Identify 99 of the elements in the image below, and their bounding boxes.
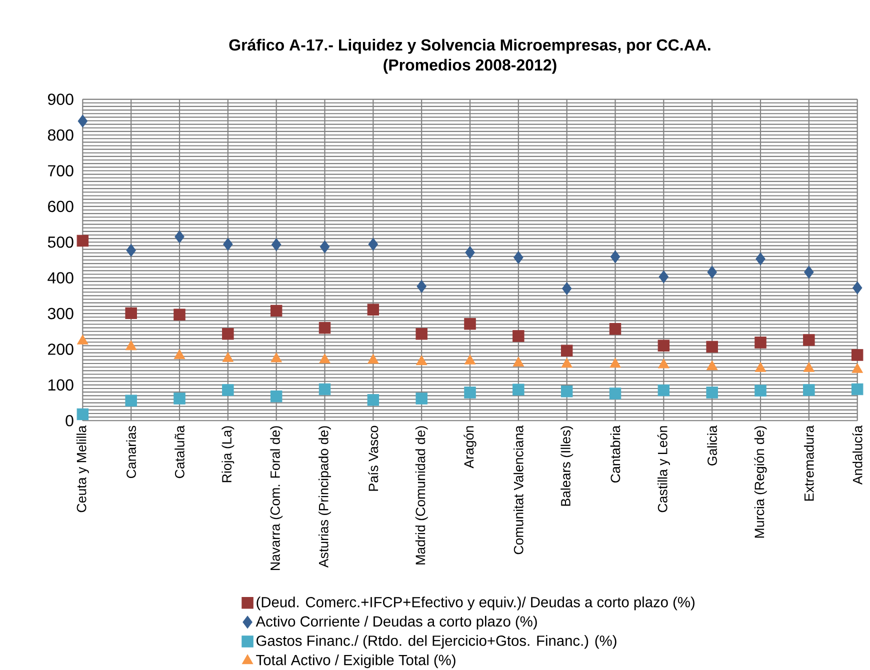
x-tick-label: Castilla y León: [657, 426, 670, 512]
point: [318, 322, 331, 334]
point: [222, 384, 234, 396]
point: [851, 383, 864, 396]
y-tick-label: 700: [48, 165, 74, 176]
x-tick-label: Murcia (Región de): [754, 426, 767, 538]
point: [562, 282, 572, 295]
point: [222, 352, 234, 362]
point: [319, 354, 330, 364]
point: [125, 307, 137, 320]
point: [512, 330, 524, 342]
point: [174, 349, 186, 360]
point: [803, 384, 815, 396]
y-tick-label: 300: [48, 308, 74, 320]
point: [126, 244, 136, 257]
point: [706, 386, 718, 398]
point: [416, 355, 428, 366]
x-tick-label: País Vasco: [368, 426, 378, 491]
point: [76, 234, 89, 247]
point: [125, 394, 137, 407]
point: [464, 386, 476, 398]
point: [658, 340, 670, 352]
point: [271, 238, 282, 252]
point: [416, 280, 426, 293]
point: [416, 392, 428, 404]
y-tick-label: 0: [66, 414, 74, 426]
point: [76, 408, 89, 420]
y-tick-label: 500: [48, 236, 74, 248]
y-tick-label: 200: [48, 344, 74, 355]
legend-label: Gastos Financ./ (Rtdo. del Ejercicio+Gtos. Financ.) (%): [256, 635, 616, 649]
x-tick-label: Aragón: [464, 426, 476, 468]
y-tick-label: 400: [48, 272, 74, 284]
x-tick-label: Comunitat Valenciana: [514, 425, 524, 554]
legend-label: Activo Corriente / Deudas a corto plazo (%): [256, 616, 537, 630]
point: [560, 344, 573, 357]
x-tick-label: Extremadura: [804, 425, 814, 501]
y-tick-label: 100: [48, 379, 74, 391]
point: [706, 340, 718, 353]
x-tick-label: Galicia: [707, 425, 717, 466]
point: [754, 336, 766, 348]
point: [78, 114, 88, 128]
point: [803, 334, 815, 346]
point: [270, 304, 282, 317]
point: [174, 308, 186, 320]
point: [754, 362, 766, 372]
point: [77, 334, 88, 344]
point: [754, 384, 766, 397]
point: [851, 349, 864, 361]
point: [367, 394, 380, 406]
point: [658, 384, 670, 396]
point: [560, 386, 573, 398]
point: [609, 388, 622, 400]
x-tick-label: Asturias (Principado de): [318, 426, 331, 568]
legend-label: (Deud. Comerc.+IFCP+Efectivo y equiv.)/ Deudas a corto plazo (%): [256, 596, 694, 610]
x-tick-label: Canarias: [126, 426, 136, 478]
point: [803, 362, 814, 372]
point: [610, 250, 620, 264]
point: [465, 246, 475, 259]
y-tick-label: 900: [48, 94, 74, 105]
point: [416, 328, 428, 340]
point: [658, 270, 669, 284]
point: [561, 358, 572, 368]
point: [464, 354, 476, 364]
point: [464, 318, 476, 330]
x-tick-label: Rioja (La): [222, 426, 234, 482]
point: [756, 252, 766, 266]
x-tick-label: Madrid (Comunidad de): [415, 426, 428, 564]
point: [223, 238, 233, 251]
x-tick-label: Navarra (Com. Foral de): [270, 426, 283, 570]
point: [270, 352, 282, 362]
point: [222, 328, 234, 340]
y-tick-label: 800: [48, 129, 74, 141]
point: [512, 356, 524, 367]
legend-label: Total Activo / Exigible Total (%): [256, 654, 456, 668]
point: [512, 384, 524, 396]
point: [367, 304, 380, 316]
point: [368, 354, 379, 364]
x-tick-label: Andalucía: [852, 425, 862, 485]
y-tick-label: 600: [48, 200, 74, 212]
x-tick-label: Ceuta y Melilla: [76, 425, 89, 512]
point: [318, 383, 331, 396]
point: [852, 281, 862, 294]
point: [610, 358, 621, 368]
chart-title: Gráfico A-17.- Liquidez y Solvencia Microempresas, por CC.AA. (Promedios 2008-2012): [229, 38, 710, 74]
point: [804, 266, 814, 279]
point: [368, 238, 378, 251]
point: [126, 340, 137, 350]
point: [609, 323, 622, 335]
point: [706, 360, 718, 370]
x-tick-label: Cantabria: [610, 425, 620, 483]
point: [514, 251, 524, 264]
x-tick-label: Cataluña: [174, 425, 184, 478]
point: [658, 358, 670, 368]
point: [320, 240, 330, 254]
point: [270, 390, 282, 402]
point: [174, 392, 186, 404]
x-tick-label: Balears (Illes): [560, 426, 574, 506]
point: [174, 230, 184, 244]
point: [707, 266, 717, 279]
